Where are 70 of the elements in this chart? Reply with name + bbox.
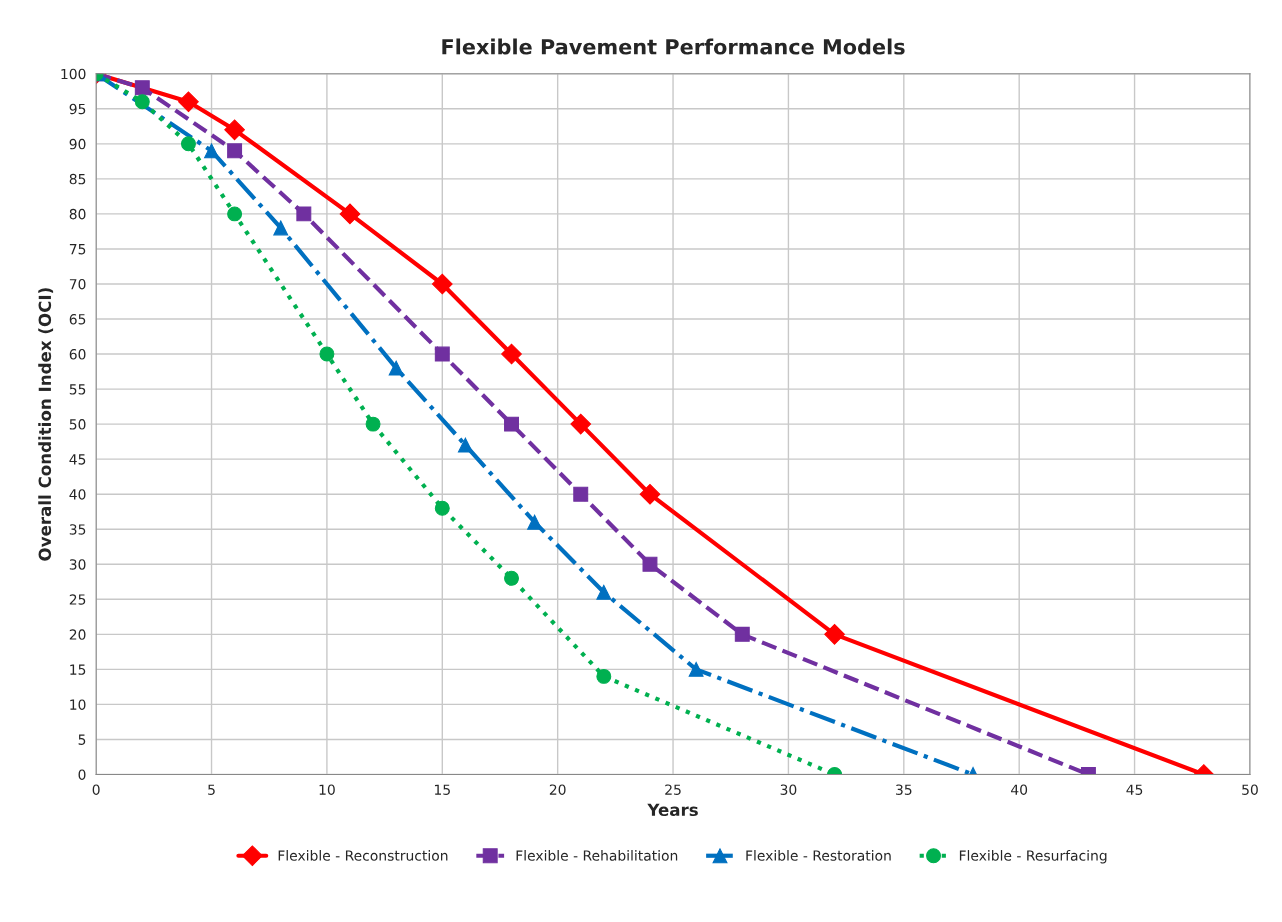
x-tick-label: 25 bbox=[665, 784, 681, 795]
point bbox=[527, 514, 543, 530]
y-tick-label: 65 bbox=[69, 313, 86, 325]
y-tick-label: 15 bbox=[70, 664, 86, 675]
x-tick-label: 5 bbox=[208, 784, 215, 795]
point bbox=[434, 500, 450, 516]
point bbox=[180, 136, 196, 152]
y-tick-label: 95 bbox=[69, 103, 86, 115]
x-tick-label: 0 bbox=[92, 784, 100, 795]
y-tick-label: 30 bbox=[69, 559, 86, 570]
point bbox=[688, 661, 704, 677]
y-tick-label: 60 bbox=[69, 349, 86, 360]
x-tick-label: 10 bbox=[319, 784, 335, 795]
y-axis-title: Overall Condition Index (OCI) bbox=[38, 288, 54, 561]
y-tick-label: 45 bbox=[69, 454, 86, 465]
point bbox=[457, 437, 473, 453]
y-tick-label: 80 bbox=[69, 208, 86, 220]
point bbox=[224, 119, 245, 141]
legend-label: Flexible - Restoration bbox=[746, 850, 891, 861]
y-tick-label: 50 bbox=[69, 419, 86, 430]
point bbox=[504, 416, 519, 432]
y-tick-label: 55 bbox=[69, 384, 86, 395]
x-axis-title: Years bbox=[647, 803, 698, 817]
y-tick-label: 40 bbox=[69, 489, 86, 500]
point bbox=[319, 346, 335, 362]
x-tick-label: 35 bbox=[896, 784, 912, 795]
x-tick-label: 50 bbox=[1242, 784, 1258, 795]
point bbox=[134, 80, 150, 96]
y-tick-label: 75 bbox=[69, 244, 86, 255]
chart-title: Flexible Pavement Performance Models bbox=[442, 38, 905, 55]
point bbox=[204, 143, 219, 159]
point bbox=[824, 624, 845, 645]
x-tick-label: 40 bbox=[1011, 784, 1028, 795]
legend-label: Flexible - Rehabilitation bbox=[516, 850, 678, 861]
point bbox=[504, 570, 519, 586]
point bbox=[573, 486, 589, 502]
point bbox=[296, 206, 312, 222]
legend-label: Flexible - Reconstruction bbox=[278, 850, 448, 861]
y-tick-label: 35 bbox=[69, 524, 86, 535]
point bbox=[178, 91, 199, 113]
point bbox=[365, 416, 381, 432]
y-tick-label: 5 bbox=[78, 734, 86, 745]
point bbox=[434, 346, 450, 362]
x-tick-label: 15 bbox=[434, 784, 450, 795]
point bbox=[339, 203, 361, 225]
y-tick-label: 10 bbox=[70, 699, 86, 710]
point bbox=[642, 556, 658, 572]
point bbox=[227, 143, 243, 159]
point bbox=[227, 206, 243, 222]
x-tick-label: 30 bbox=[780, 784, 797, 795]
point bbox=[570, 413, 592, 435]
point bbox=[388, 360, 404, 376]
y-tick-label: 90 bbox=[69, 138, 86, 150]
y-tick-label: 0 bbox=[78, 769, 86, 780]
point bbox=[273, 220, 289, 236]
point bbox=[596, 668, 612, 684]
point bbox=[639, 483, 661, 505]
point bbox=[596, 584, 612, 600]
y-tick-label: 70 bbox=[69, 278, 86, 290]
y-tick-label: 20 bbox=[69, 629, 86, 640]
point bbox=[501, 343, 522, 365]
point bbox=[134, 94, 150, 110]
point bbox=[431, 273, 453, 295]
y-tick-label: 100 bbox=[61, 68, 86, 80]
x-tick-label: 45 bbox=[1126, 784, 1143, 795]
y-tick-label: 25 bbox=[69, 594, 86, 605]
legend-label: Flexible - Resurfacing bbox=[959, 850, 1107, 864]
y-tick-label: 85 bbox=[69, 173, 86, 185]
point bbox=[734, 626, 750, 642]
x-tick-label: 20 bbox=[549, 784, 566, 795]
